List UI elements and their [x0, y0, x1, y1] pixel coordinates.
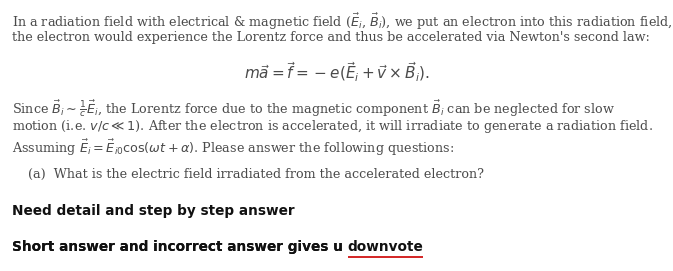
Text: Short answer and incorrect answer gives u: Short answer and incorrect answer gives …: [12, 240, 348, 254]
Text: downvote: downvote: [348, 240, 423, 254]
Text: Need detail and step by step answer: Need detail and step by step answer: [12, 204, 295, 218]
Text: motion (i.e. $v/c \ll 1$). After the electron is accelerated, it will irradiate : motion (i.e. $v/c \ll 1$). After the ele…: [12, 118, 653, 135]
Text: Assuming $\vec{E}_i = \vec{E}_{i0}\cos(\omega t + \alpha)$. Please answer the fo: Assuming $\vec{E}_i = \vec{E}_{i0}\cos(\…: [12, 138, 454, 158]
Text: $m\vec{a} = \vec{f} = -e(\vec{E}_i + \vec{v} \times \vec{B}_i).$: $m\vec{a} = \vec{f} = -e(\vec{E}_i + \ve…: [244, 60, 429, 83]
Text: (a)  What is the electric field irradiated from the accelerated electron?: (a) What is the electric field irradiate…: [28, 167, 485, 180]
Text: Since $\vec{B}_i \sim \frac{1}{c}\vec{E}_i$, the Lorentz force due to the magnet: Since $\vec{B}_i \sim \frac{1}{c}\vec{E}…: [12, 98, 615, 119]
Text: the electron would experience the Lorentz force and thus be accelerated via Newt: the electron would experience the Lorent…: [12, 31, 650, 44]
Text: In a radiation field with electrical & magnetic field ($\vec{E}_i$, $\vec{B}_i$): In a radiation field with electrical & m…: [12, 11, 673, 32]
Text: Short answer and incorrect answer gives u: Short answer and incorrect answer gives …: [12, 240, 348, 254]
